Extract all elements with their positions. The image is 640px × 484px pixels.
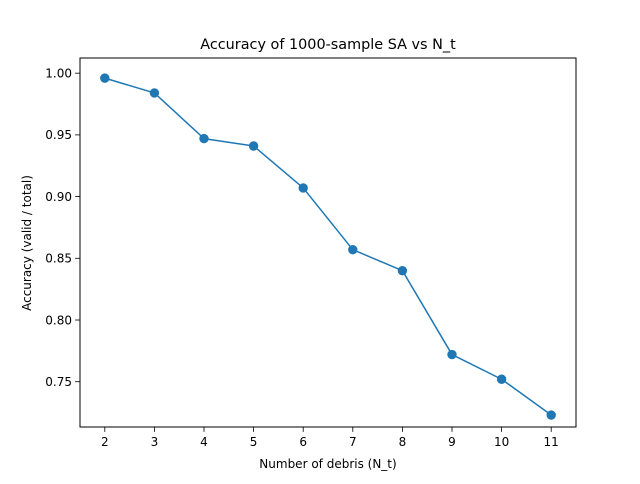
data-point <box>546 410 556 420</box>
data-point <box>199 133 209 144</box>
plot-frame <box>79 57 577 428</box>
data-point <box>496 374 507 384</box>
plot-area <box>79 57 577 428</box>
x-axis-ticks: 2 3 4 5 6 7 8 9 10 11 <box>101 427 559 449</box>
x-tick-label: 2 <box>101 435 109 449</box>
data-point <box>348 244 358 255</box>
x-tick-label: 4 <box>200 435 208 449</box>
data-point <box>447 349 457 360</box>
y-tick-label: 1.00 <box>45 66 72 80</box>
y-tick-label: 0.80 <box>45 313 72 327</box>
data-point <box>149 88 160 98</box>
series-line <box>104 77 552 416</box>
data-point <box>100 73 110 83</box>
y-axis-label: Accuracy (valid / total) <box>20 175 34 311</box>
x-tick-label: 3 <box>151 435 159 449</box>
x-tick-label: 9 <box>448 435 456 449</box>
x-tick-label: 5 <box>250 435 258 449</box>
data-point <box>298 183 308 193</box>
x-tick-label: 10 <box>494 435 509 449</box>
y-tick-label: 0.90 <box>45 190 72 204</box>
y-tick-label: 0.95 <box>45 128 72 142</box>
y-tick-label: 0.75 <box>45 375 72 389</box>
y-axis-ticks: 0.75 0.80 0.85 0.90 0.95 1.00 <box>45 66 80 389</box>
x-axis-label: Number of debris (N_t) <box>259 457 396 471</box>
x-tick-label: 8 <box>399 435 407 449</box>
data-point <box>248 141 259 151</box>
y-tick-label: 0.85 <box>45 252 72 266</box>
x-tick-label: 7 <box>349 435 357 449</box>
data-point <box>397 265 408 276</box>
chart-title: Accuracy of 1000-sample SA vs N_t <box>200 37 456 53</box>
x-tick-label: 11 <box>544 435 559 449</box>
x-tick-label: 6 <box>299 435 307 449</box>
